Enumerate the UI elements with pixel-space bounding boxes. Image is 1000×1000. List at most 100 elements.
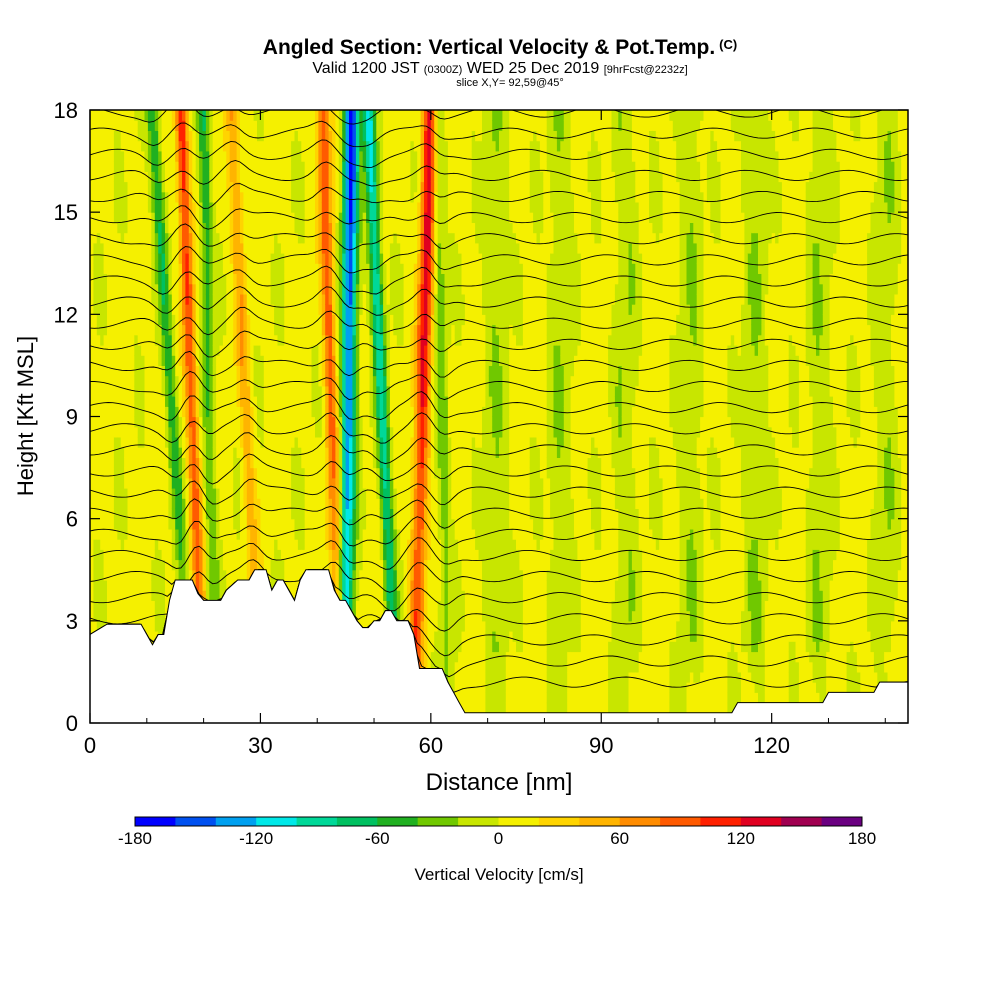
velocity-cell bbox=[274, 467, 279, 479]
velocity-cell bbox=[100, 559, 105, 571]
velocity-cell bbox=[260, 140, 265, 152]
velocity-cell bbox=[130, 580, 135, 591]
velocity-cell bbox=[287, 110, 292, 121]
velocity-cell bbox=[137, 232, 142, 244]
velocity-cell bbox=[328, 498, 333, 509]
velocity-cell bbox=[355, 222, 360, 234]
velocity-cell bbox=[359, 396, 364, 407]
velocity-cell bbox=[355, 212, 360, 223]
velocity-cell bbox=[144, 549, 149, 561]
velocity-cell bbox=[130, 569, 135, 581]
velocity-cell bbox=[161, 304, 166, 315]
velocity-cell bbox=[260, 334, 265, 346]
velocity-cell bbox=[332, 457, 336, 469]
velocity-cell bbox=[355, 549, 360, 561]
velocity-cell bbox=[301, 355, 306, 366]
velocity-cell bbox=[113, 375, 118, 387]
velocity-cell bbox=[243, 304, 248, 315]
velocity-cell bbox=[130, 518, 135, 530]
velocity-cell bbox=[175, 396, 180, 407]
velocity-cell bbox=[294, 436, 299, 448]
velocity-cell bbox=[117, 539, 122, 550]
velocity-cell bbox=[240, 385, 244, 397]
velocity-cell bbox=[202, 181, 207, 193]
velocity-cell bbox=[192, 528, 197, 540]
velocity-cell bbox=[240, 212, 244, 223]
velocity-cell bbox=[349, 171, 353, 183]
velocity-cell bbox=[209, 263, 214, 274]
velocity-cell bbox=[103, 396, 108, 407]
velocity-cell bbox=[284, 171, 289, 183]
velocity-cell bbox=[352, 600, 357, 612]
velocity-cell bbox=[107, 130, 111, 142]
velocity-cell bbox=[195, 559, 200, 571]
velocity-cell bbox=[328, 508, 333, 520]
velocity-cell bbox=[134, 396, 139, 407]
velocity-cell bbox=[113, 314, 118, 326]
velocity-cell bbox=[369, 161, 374, 172]
velocity-cell bbox=[342, 488, 347, 499]
velocity-cell bbox=[311, 242, 316, 254]
velocity-cell bbox=[212, 181, 217, 193]
velocity-cell bbox=[236, 201, 241, 213]
velocity-cell bbox=[284, 283, 289, 295]
velocity-cell bbox=[205, 457, 210, 469]
velocity-cell bbox=[161, 201, 166, 213]
velocity-cell bbox=[120, 334, 125, 346]
velocity-cell bbox=[151, 375, 156, 387]
velocity-cell bbox=[315, 140, 319, 152]
velocity-cell bbox=[263, 222, 268, 234]
velocity-cell bbox=[246, 293, 251, 305]
velocity-cell bbox=[236, 161, 241, 172]
velocity-cell bbox=[240, 334, 244, 346]
velocity-cell bbox=[212, 232, 217, 244]
velocity-cell bbox=[124, 447, 129, 458]
velocity-cell bbox=[355, 385, 360, 397]
velocity-cell bbox=[277, 457, 282, 469]
velocity-cell bbox=[240, 201, 244, 213]
velocity-cell bbox=[328, 334, 333, 346]
velocity-cell bbox=[144, 426, 149, 438]
velocity-cell bbox=[349, 508, 353, 520]
velocity-cell bbox=[161, 130, 166, 142]
velocity-cell bbox=[147, 171, 152, 183]
velocity-cell bbox=[96, 508, 101, 520]
velocity-cell bbox=[158, 253, 163, 264]
velocity-cell bbox=[100, 580, 105, 591]
velocity-cell bbox=[233, 150, 238, 162]
velocity-cell bbox=[328, 324, 333, 336]
velocity-cell bbox=[137, 610, 142, 622]
velocity-cell bbox=[274, 232, 279, 244]
velocity-cell bbox=[161, 365, 166, 377]
velocity-cell bbox=[229, 365, 234, 377]
velocity-cell bbox=[90, 600, 94, 612]
velocity-cell bbox=[151, 498, 156, 509]
velocity-cell bbox=[175, 355, 180, 366]
velocity-cell bbox=[236, 324, 241, 336]
velocity-cell bbox=[325, 222, 330, 234]
velocity-cell bbox=[130, 426, 135, 438]
velocity-cell bbox=[233, 191, 238, 203]
velocity-cell bbox=[202, 253, 207, 264]
velocity-cell bbox=[328, 345, 333, 356]
velocity-cell bbox=[127, 181, 132, 193]
velocity-cell bbox=[195, 181, 200, 193]
velocity-cell bbox=[253, 181, 258, 193]
velocity-cell bbox=[222, 120, 227, 131]
velocity-cell bbox=[366, 263, 371, 274]
velocity-cell bbox=[222, 508, 227, 520]
velocity-cell bbox=[267, 477, 272, 489]
velocity-cell bbox=[216, 110, 221, 121]
velocity-cell bbox=[263, 242, 268, 254]
velocity-cell bbox=[141, 324, 146, 336]
velocity-cell bbox=[93, 181, 98, 193]
velocity-cell bbox=[192, 539, 197, 550]
velocity-cell bbox=[325, 120, 330, 131]
velocity-cell bbox=[171, 324, 176, 336]
velocity-cell bbox=[120, 161, 125, 172]
velocity-cell bbox=[246, 273, 251, 285]
velocity-cell bbox=[216, 375, 221, 387]
velocity-cell bbox=[325, 508, 330, 520]
velocity-cell bbox=[301, 304, 306, 315]
velocity-cell bbox=[96, 212, 101, 223]
